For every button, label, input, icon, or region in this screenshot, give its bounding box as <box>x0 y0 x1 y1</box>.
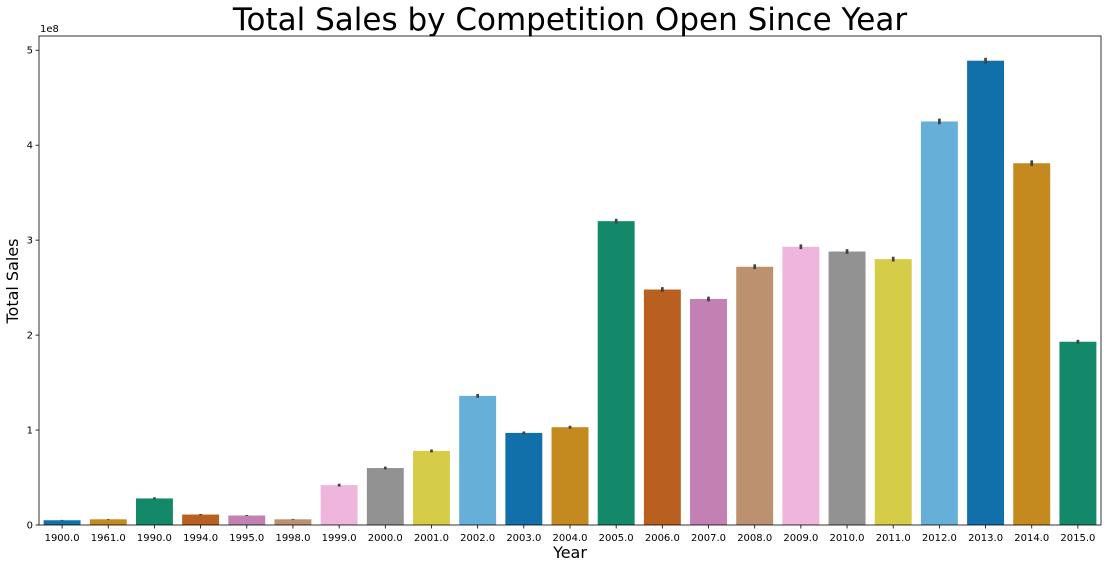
bar-1990.0 <box>135 498 173 525</box>
x-tick-label: 2009.0 <box>783 533 818 544</box>
x-tick-label: 2001.0 <box>414 533 449 544</box>
y-tick-label: 2 <box>27 331 33 342</box>
error-bars-layer <box>60 57 1080 521</box>
x-tick-label: 2012.0 <box>922 533 957 544</box>
bar-2012.0 <box>920 121 958 526</box>
x-tick-label: 1998.0 <box>275 533 310 544</box>
x-tick-label: 2003.0 <box>506 533 541 544</box>
bar-1995.0 <box>228 515 266 525</box>
bar-2010.0 <box>828 251 866 526</box>
y-axis-offset-label: 1e8 <box>40 24 59 35</box>
bar-1998.0 <box>274 519 312 525</box>
x-tick-label: 2010.0 <box>830 533 865 544</box>
x-tick-label: 2004.0 <box>553 533 588 544</box>
x-tick-label: 1994.0 <box>183 533 218 544</box>
bar-1900.0 <box>43 520 81 525</box>
bar-1994.0 <box>182 514 220 525</box>
y-tick-label: 4 <box>27 141 33 152</box>
y-ticks: 0 1 2 3 4 5 <box>27 46 39 532</box>
x-axis-label: Year <box>552 543 587 562</box>
bar-1999.0 <box>320 485 358 525</box>
x-tick-label: 1900.0 <box>45 533 80 544</box>
bar-2008.0 <box>736 266 774 525</box>
bar-2015.0 <box>1059 341 1097 525</box>
bar-2006.0 <box>643 289 681 525</box>
plot-frame <box>38 35 1102 526</box>
x-tick-label: 2014.0 <box>1014 533 1049 544</box>
bar-2001.0 <box>413 450 450 525</box>
y-tick-label: 3 <box>27 236 33 247</box>
y-tick-label: 5 <box>27 46 33 57</box>
chart-title: Total Sales by Competition Open Since Ye… <box>232 2 908 38</box>
bar-2014.0 <box>1013 163 1051 525</box>
x-tick-label: 1995.0 <box>229 533 264 544</box>
bar-2003.0 <box>505 432 543 525</box>
x-tick-label: 2008.0 <box>737 533 772 544</box>
bars-layer <box>43 60 1097 526</box>
x-tick-label: 2011.0 <box>876 533 911 544</box>
bar-2009.0 <box>782 246 820 525</box>
x-tick-label: 2000.0 <box>368 533 403 544</box>
x-tick-label: 1961.0 <box>91 533 126 544</box>
bar-2005.0 <box>597 221 635 525</box>
y-tick-label: 1 <box>27 426 33 437</box>
bar-2002.0 <box>459 395 497 525</box>
x-tick-label: 2002.0 <box>460 533 495 544</box>
x-tick-label: 2005.0 <box>599 533 634 544</box>
x-tick-label: 2007.0 <box>691 533 726 544</box>
bar-2004.0 <box>551 427 589 525</box>
x-tick-label: 2015.0 <box>1060 533 1095 544</box>
bar-2007.0 <box>690 299 727 525</box>
y-tick-label: 0 <box>27 521 33 532</box>
x-tick-label: 2006.0 <box>645 533 680 544</box>
x-tick-label: 2013.0 <box>968 533 1003 544</box>
bar-2011.0 <box>874 259 912 525</box>
bar-2000.0 <box>366 468 404 525</box>
x-tick-label: 1990.0 <box>137 533 172 544</box>
bar-2013.0 <box>967 60 1005 525</box>
x-tick-label: 1999.0 <box>322 533 357 544</box>
bar-1961.0 <box>89 519 127 525</box>
y-axis-label: Total Sales <box>3 238 22 324</box>
x-ticks: 1900.0 1961.0 1990.0 1994.0 1995.0 1998.0 1999… <box>45 525 1095 544</box>
